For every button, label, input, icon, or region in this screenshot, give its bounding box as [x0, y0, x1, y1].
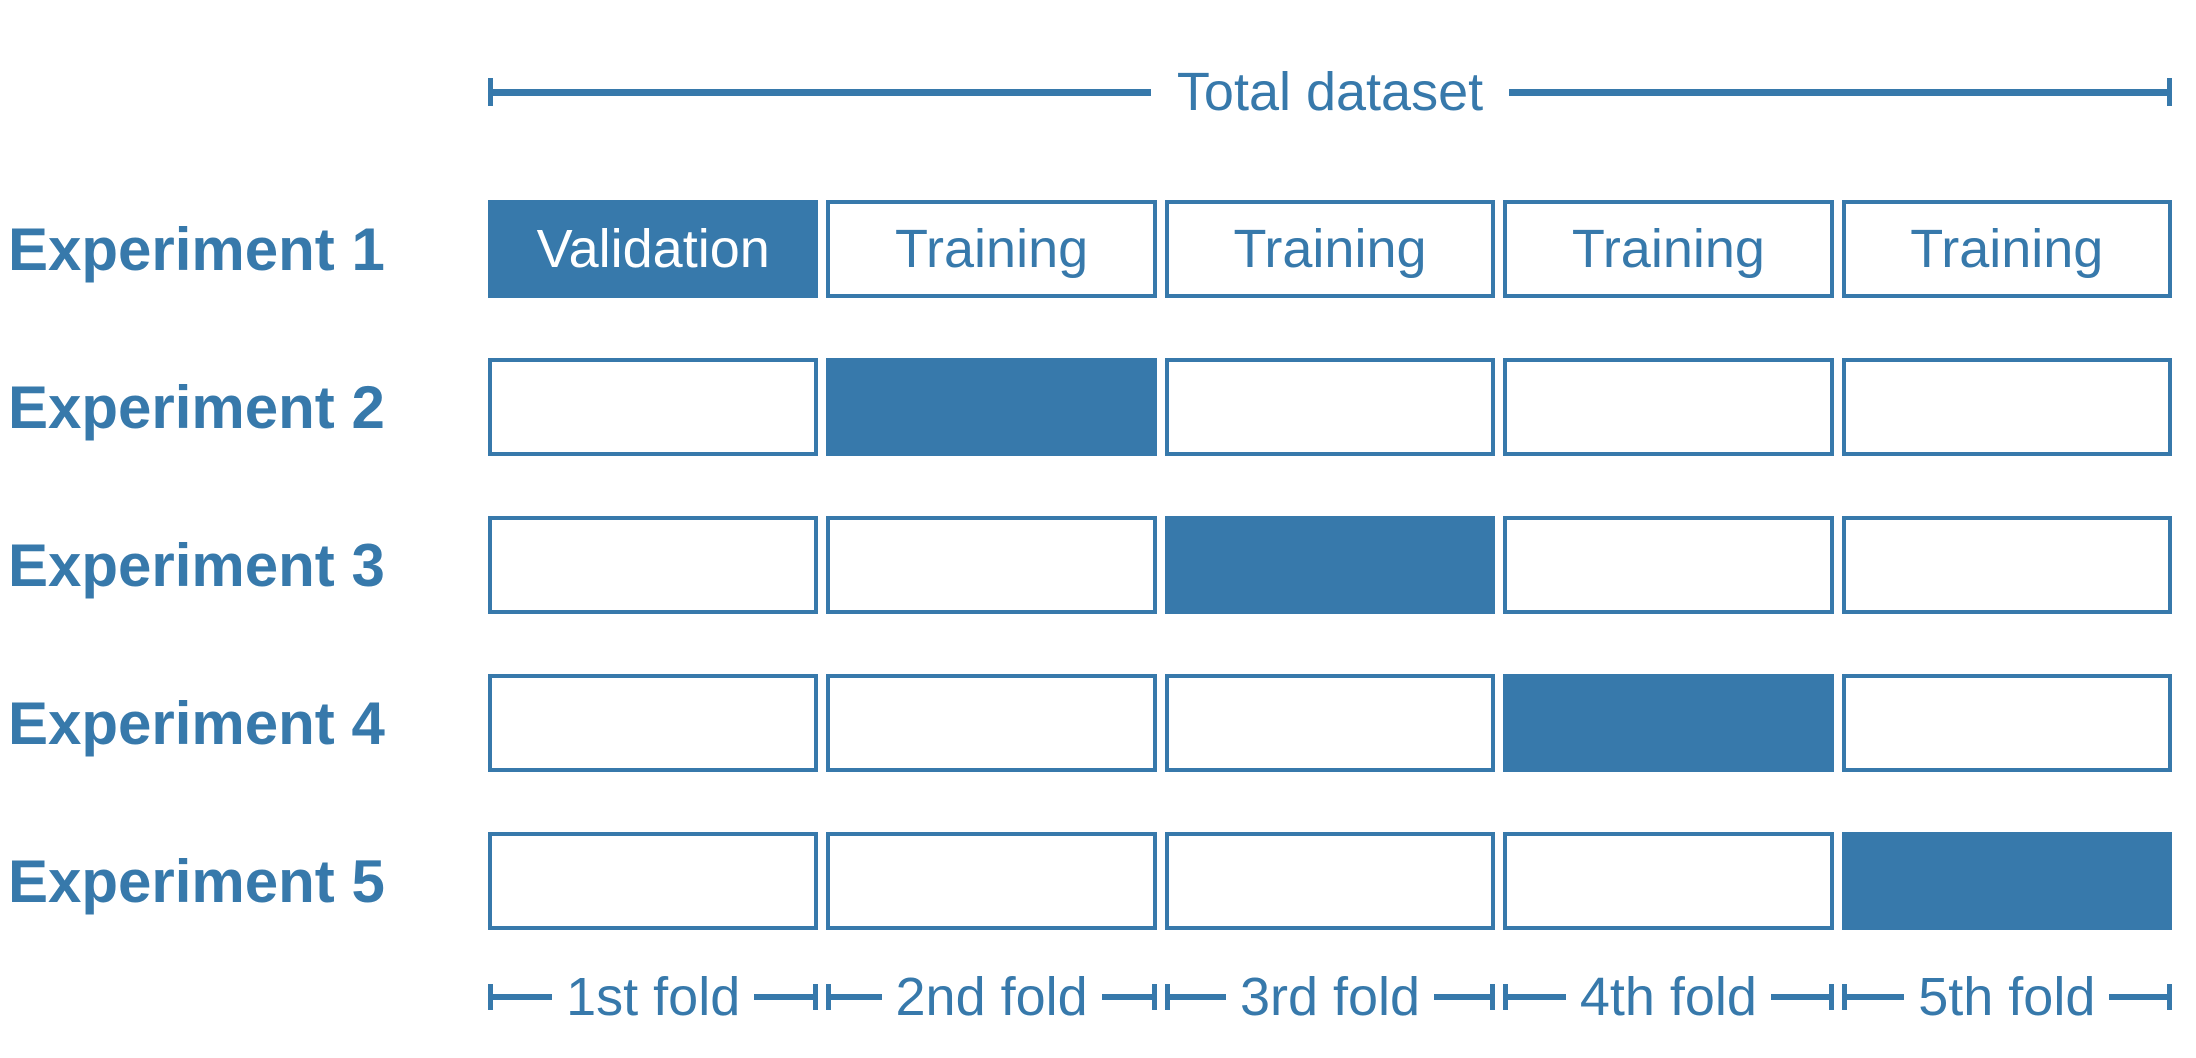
- fold-2-label: 2nd fold: [895, 967, 1088, 1027]
- experiment-5-label: Experiment 5: [8, 847, 385, 915]
- total-dataset-dimension: Total dataset: [488, 62, 2173, 122]
- fold-box: [1503, 674, 1834, 772]
- experiment-3-label: Experiment 3: [8, 531, 385, 599]
- experiment-2-label: Experiment 2: [8, 373, 385, 441]
- fold-tick-left-icon: [488, 984, 493, 1010]
- fold-box: Validation: [488, 200, 819, 298]
- fold-line-right: [754, 994, 814, 1000]
- experiment-1-folds: Validation Training Training Training Tr…: [488, 200, 2172, 298]
- dimension-cap-right-icon: [2167, 78, 2173, 106]
- fold-box: [488, 358, 819, 456]
- fold-line-left: [1169, 994, 1226, 1000]
- fold-line-left: [831, 994, 882, 1000]
- experiment-4-folds: [488, 674, 2172, 772]
- fold-box: [1164, 674, 1496, 772]
- fold-box: Training: [826, 200, 1157, 298]
- fold-box: [826, 832, 1157, 930]
- experiment-4-label: Experiment 4: [8, 689, 385, 757]
- fold-tick-right-icon: [2166, 984, 2172, 1010]
- fold-box: [1164, 516, 1496, 614]
- fold-3-label: 3rd fold: [1239, 967, 1421, 1027]
- fold-3-dimension: 3rd fold: [1164, 966, 1496, 1028]
- fold-tick-left-icon: [826, 984, 832, 1010]
- fold-box: [1164, 832, 1496, 930]
- experiment-row-3: Experiment 3: [0, 516, 2196, 614]
- fold-tick-left-icon: [1164, 984, 1170, 1010]
- fold-box: [488, 832, 819, 930]
- fold-line-right: [1770, 994, 1829, 1000]
- fold-line-right: [2109, 994, 2167, 1000]
- experiment-row-1: Experiment 1 Validation Training Trainin…: [0, 200, 2196, 298]
- experiment-5-folds: [488, 832, 2172, 930]
- experiment-rows: Experiment 1 Validation Training Trainin…: [0, 200, 2196, 930]
- fold-box: [1841, 832, 2172, 930]
- experiment-3-folds: [488, 516, 2172, 614]
- fold-tick-right-icon: [1151, 984, 1157, 1010]
- experiment-1-label: Experiment 1: [8, 215, 385, 283]
- fold-line-left: [1846, 994, 1905, 1000]
- experiment-2-folds: [488, 358, 2172, 456]
- fold-line-left: [493, 994, 553, 1000]
- fold-box: [1503, 516, 1834, 614]
- fold-box: [488, 674, 819, 772]
- fold-line-right: [1434, 994, 1491, 1000]
- fold-line-left: [1508, 994, 1566, 1000]
- fold-box: [826, 516, 1157, 614]
- dimension-line-left: [493, 88, 1151, 96]
- fold-1-label: 1st fold: [566, 967, 741, 1027]
- fold-box-label: Training: [1233, 219, 1427, 279]
- fold-box-label: Validation: [536, 219, 770, 279]
- fold-tick-right-icon: [1828, 984, 1834, 1010]
- fold-4-dimension: 4th fold: [1503, 966, 1834, 1028]
- fold-box: Training: [1841, 200, 2172, 298]
- fold-box: Training: [1164, 200, 1496, 298]
- fold-box: [1841, 674, 2172, 772]
- fold-5-label: 5th fold: [1918, 967, 2096, 1027]
- fold-line-right: [1101, 994, 1152, 1000]
- fold-box-label: Training: [895, 219, 1089, 279]
- fold-tick-left-icon: [1841, 984, 1847, 1010]
- dimension-cap-left-icon: [488, 78, 493, 106]
- fold-box: [1503, 832, 1834, 930]
- fold-box: [1841, 516, 2172, 614]
- dimension-line-right: [1509, 88, 2168, 96]
- fold-tick-left-icon: [1503, 984, 1509, 1010]
- fold-dimension-labels: 1st fold 2nd fold 3rd fold 4th fold: [488, 966, 2172, 1028]
- fold-box: [826, 674, 1157, 772]
- fold-5-dimension: 5th fold: [1841, 966, 2172, 1028]
- fold-box-label: Training: [1910, 219, 2104, 279]
- experiment-row-5: Experiment 5: [0, 832, 2196, 930]
- experiment-row-2: Experiment 2: [0, 358, 2196, 456]
- fold-box: [488, 516, 819, 614]
- fold-4-label: 4th fold: [1579, 967, 1757, 1027]
- fold-box-label: Training: [1571, 219, 1765, 279]
- fold-box: [1164, 358, 1496, 456]
- total-dataset-label: Total dataset: [1176, 62, 1484, 122]
- fold-tick-right-icon: [1490, 984, 1496, 1010]
- fold-box: [826, 358, 1157, 456]
- fold-1-dimension: 1st fold: [488, 966, 819, 1028]
- fold-box: [1841, 358, 2172, 456]
- fold-2-dimension: 2nd fold: [826, 966, 1157, 1028]
- fold-box: [1503, 358, 1834, 456]
- fold-box: Training: [1503, 200, 1834, 298]
- experiment-row-4: Experiment 4: [0, 674, 2196, 772]
- fold-tick-right-icon: [813, 984, 819, 1010]
